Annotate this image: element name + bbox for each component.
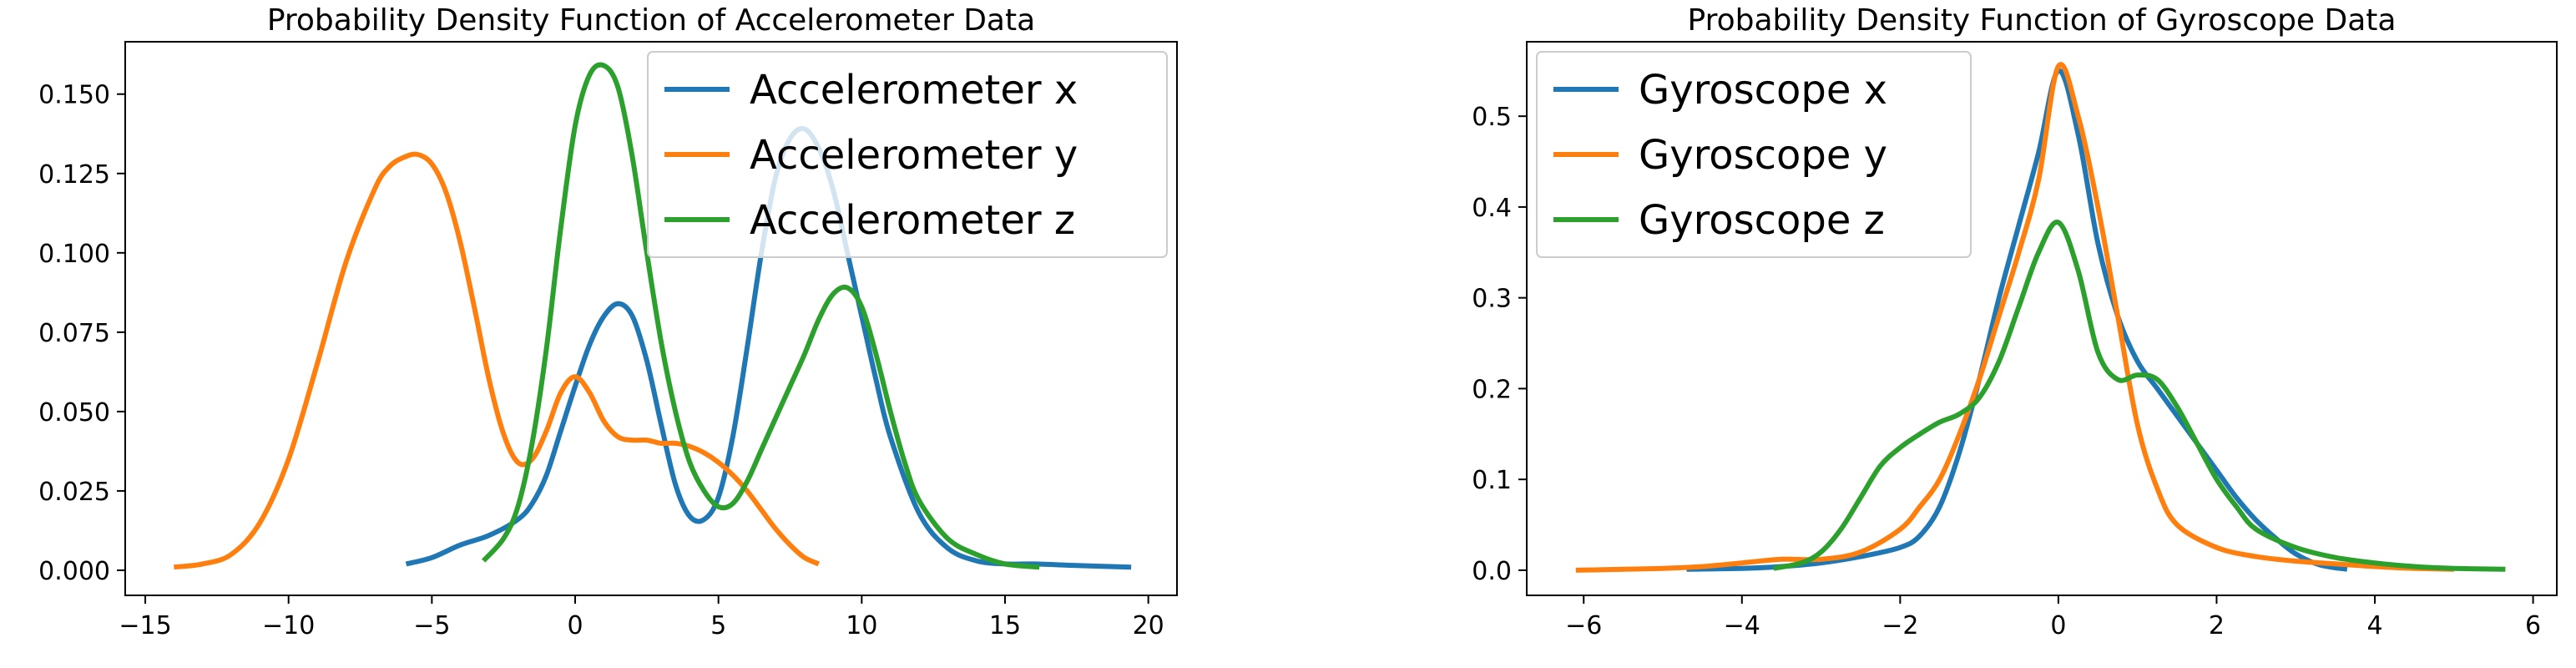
- x-tick-label: 0: [567, 611, 583, 640]
- series-line-1: [405, 126, 1132, 570]
- legend-label-2: Accelerometer y: [750, 132, 1078, 179]
- y-tick-label: 0.3: [1472, 285, 1512, 314]
- series-line-1: [1686, 68, 2348, 572]
- series-line-2: [174, 151, 821, 570]
- series-line-3: [1773, 220, 2506, 572]
- x-tick-label: 20: [1133, 611, 1164, 640]
- legend-box: [1536, 51, 1972, 258]
- legend-label-1: Accelerometer x: [750, 67, 1078, 114]
- x-tick-label: −15: [119, 611, 171, 640]
- x-tick-label: −4: [1724, 611, 1760, 640]
- y-tick-label: 0.025: [38, 478, 110, 507]
- x-tick-label: −6: [1565, 611, 1602, 640]
- y-tick-label: 0.2: [1472, 375, 1512, 404]
- x-tick-label: 5: [710, 611, 726, 640]
- x-tick-label: 0: [2050, 611, 2066, 640]
- series-line-2: [1575, 62, 2454, 573]
- axes-frame: [124, 41, 1178, 596]
- x-tick-label: −2: [1881, 611, 1918, 640]
- y-tick-label: 0.0: [1472, 557, 1512, 586]
- legend-label-1: Gyroscope x: [1639, 67, 1887, 114]
- legend: Accelerometer x Accelerometer y Accelerome…: [647, 51, 1168, 258]
- chart-title: Probability Density Function of Accelero…: [267, 3, 1035, 38]
- accelerometer-pdf-panel: −15 −10 −5 0 5 10 15 20 0.000 0.025 0.050 0.075 0.10…: [38, 3, 1178, 640]
- gyroscope-pdf-panel: −6 −4 −2 0 2 4 6 0.0 0.1 0.2 0.3 0.4 0.5 Probability …: [1472, 3, 2558, 640]
- y-tick-label: 0.5: [1472, 103, 1512, 132]
- x-tick-label: −10: [262, 611, 315, 640]
- legend: Gyroscope x Gyroscope y Gyroscope z: [1536, 51, 1972, 258]
- axes-frame: [1526, 41, 2558, 596]
- legend-label-3: Gyroscope z: [1639, 197, 1885, 244]
- y-tick-label: 0.125: [38, 160, 110, 190]
- x-tick-label: 15: [989, 611, 1021, 640]
- legend-box: [647, 51, 1168, 258]
- legend-label-3: Accelerometer z: [750, 197, 1075, 244]
- y-tick-label: 0.1: [1472, 466, 1512, 495]
- x-tick-label: 6: [2525, 611, 2541, 640]
- x-tick-label: 4: [2366, 611, 2382, 640]
- y-tick-label: 0.150: [38, 81, 110, 110]
- y-tick-label: 0.075: [38, 319, 110, 348]
- y-tick-label: 0.4: [1472, 194, 1512, 223]
- y-tick-label: 0.050: [38, 398, 110, 428]
- y-tick-label: 0.000: [38, 557, 110, 586]
- chart-title: Probability Density Function of Gyroscop…: [1688, 3, 2397, 38]
- series-line-3: [481, 62, 1040, 570]
- x-tick-label: 10: [846, 611, 877, 640]
- legend-label-2: Gyroscope y: [1639, 132, 1887, 179]
- y-tick-label: 0.100: [38, 240, 110, 269]
- x-tick-label: 2: [2209, 611, 2225, 640]
- x-tick-label: −5: [413, 611, 450, 640]
